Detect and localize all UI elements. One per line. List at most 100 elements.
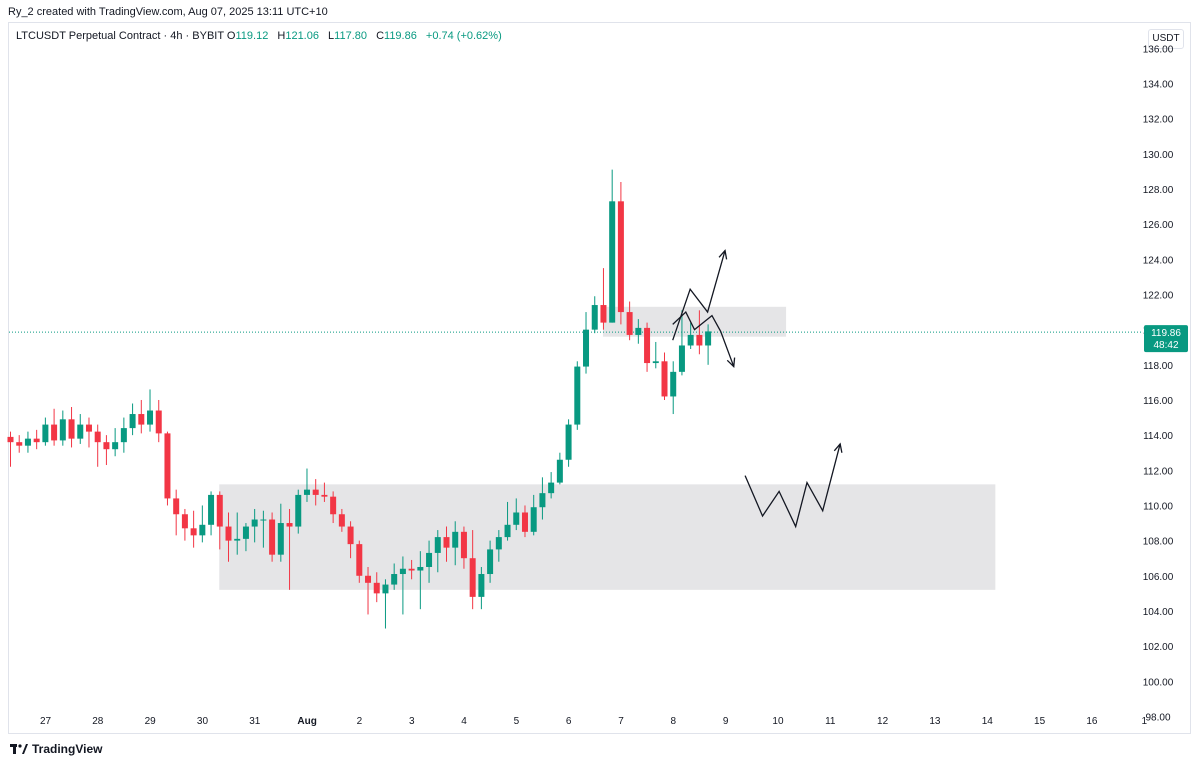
price-tick-label: 112.00	[1143, 466, 1173, 477]
candle-body	[356, 544, 363, 576]
candle-body	[460, 531, 467, 559]
time-tick-label: 11	[825, 716, 836, 727]
time-tick-label: 2	[357, 716, 363, 727]
brand-name: TradingView	[32, 742, 103, 756]
open-label: O	[226, 30, 236, 42]
candle-body	[617, 201, 624, 313]
price-axis: 136.00 134.00 132.00 130.00 128.00 126.00 124.…	[1143, 44, 1174, 723]
candle-body	[469, 558, 476, 597]
candle-body	[591, 305, 598, 330]
drawn-path[interactable]	[672, 311, 735, 367]
time-tick-label: 16	[1086, 716, 1098, 727]
time-tick-label: 6	[566, 716, 572, 727]
chart-legend: LTCUSDT Perpetual Contract · 4h · BYBIT …	[16, 30, 508, 42]
candle-body	[68, 419, 75, 439]
price-tick-label: 110.00	[1143, 501, 1173, 512]
candle-body	[286, 523, 293, 527]
candle-body	[338, 514, 345, 527]
candle-body	[120, 428, 127, 443]
annotations-layer	[672, 249, 843, 529]
candle-body	[216, 494, 223, 527]
candle-body	[330, 496, 337, 515]
candle-body	[242, 526, 249, 539]
change-value: +0.74 (+0.62%)	[425, 30, 502, 42]
time-tick-label: 10	[772, 716, 784, 727]
candle-body	[138, 414, 145, 425]
candle-body	[321, 494, 328, 497]
candle-body	[652, 361, 659, 364]
low-value: 117.80	[334, 30, 367, 42]
last-price-badge-bg	[1144, 325, 1188, 353]
candle-body	[251, 519, 258, 527]
candle-body	[443, 537, 450, 548]
candle-body	[112, 442, 119, 450]
candle-body	[94, 431, 101, 443]
candle-body	[312, 489, 319, 495]
last-price-label: 119.86	[1151, 328, 1181, 339]
currency-button[interactable]: USDT	[1148, 29, 1184, 49]
candle-body	[521, 512, 528, 532]
candle-body	[696, 334, 703, 346]
tradingview-logo[interactable]: TradingView	[10, 742, 102, 756]
chart-frame	[8, 22, 1191, 734]
candle-body	[644, 327, 651, 364]
time-tick-label: 31	[249, 716, 261, 727]
time-tick-label: 28	[92, 716, 104, 727]
open-value: 119.12	[235, 30, 269, 42]
candle-body	[181, 514, 188, 529]
price-tick-label: 132.00	[1143, 115, 1174, 126]
symbol-title[interactable]: LTCUSDT Perpetual Contract · 4h · BYBIT	[16, 30, 224, 42]
candle-body	[513, 512, 520, 525]
candles-layer	[7, 169, 712, 629]
candle-body	[600, 305, 607, 323]
candle-body	[487, 549, 494, 575]
close-label: C	[376, 30, 385, 42]
candle-body	[260, 519, 267, 521]
candle-body	[504, 524, 511, 538]
price-tick-label: 100.00	[1143, 677, 1174, 688]
candle-body	[478, 574, 485, 597]
close-value: 119.86	[384, 30, 417, 42]
arrowhead	[726, 357, 736, 368]
time-tick-label: 7	[618, 716, 624, 727]
price-tick-label: 104.00	[1143, 607, 1174, 618]
candle-body	[147, 410, 154, 425]
candle-body	[434, 537, 441, 553]
candle-body	[199, 524, 206, 536]
candle-body	[269, 519, 276, 555]
candle-body	[208, 494, 215, 525]
candle-body	[295, 494, 302, 527]
price-tick-label: 126.00	[1143, 220, 1174, 231]
candle-body	[59, 419, 66, 441]
zones-layer	[219, 306, 996, 590]
price-tick-label: 114.00	[1143, 431, 1173, 442]
candle-body	[129, 414, 136, 429]
candle-body	[635, 327, 642, 335]
time-tick-label: 9	[723, 716, 729, 727]
candle-body	[583, 329, 590, 367]
time-tick-label: 1	[1141, 716, 1147, 727]
price-tick-label: 108.00	[1143, 537, 1174, 548]
candle-body	[626, 312, 633, 335]
candle-body	[33, 438, 40, 443]
tradingview-logo-icon	[10, 744, 28, 754]
candle-body	[382, 584, 389, 594]
candle-body	[51, 424, 58, 441]
candle-body	[365, 575, 372, 583]
time-tick-label: 14	[982, 716, 994, 727]
candle-body	[539, 493, 546, 508]
candle-body	[234, 538, 241, 541]
last-price-badge: 119.86 48:42	[1144, 325, 1188, 353]
drawn-path[interactable]	[744, 443, 841, 529]
drawn-path[interactable]	[672, 250, 726, 341]
price-tick-label: 122.00	[1143, 290, 1174, 301]
candle-body	[155, 410, 162, 434]
candle-body	[399, 568, 406, 575]
high-label: H	[277, 30, 286, 42]
candle-body	[426, 552, 433, 567]
candle-body	[7, 436, 14, 443]
candle-body	[609, 201, 616, 323]
candle-body	[164, 433, 171, 499]
low-label: L	[328, 30, 335, 42]
